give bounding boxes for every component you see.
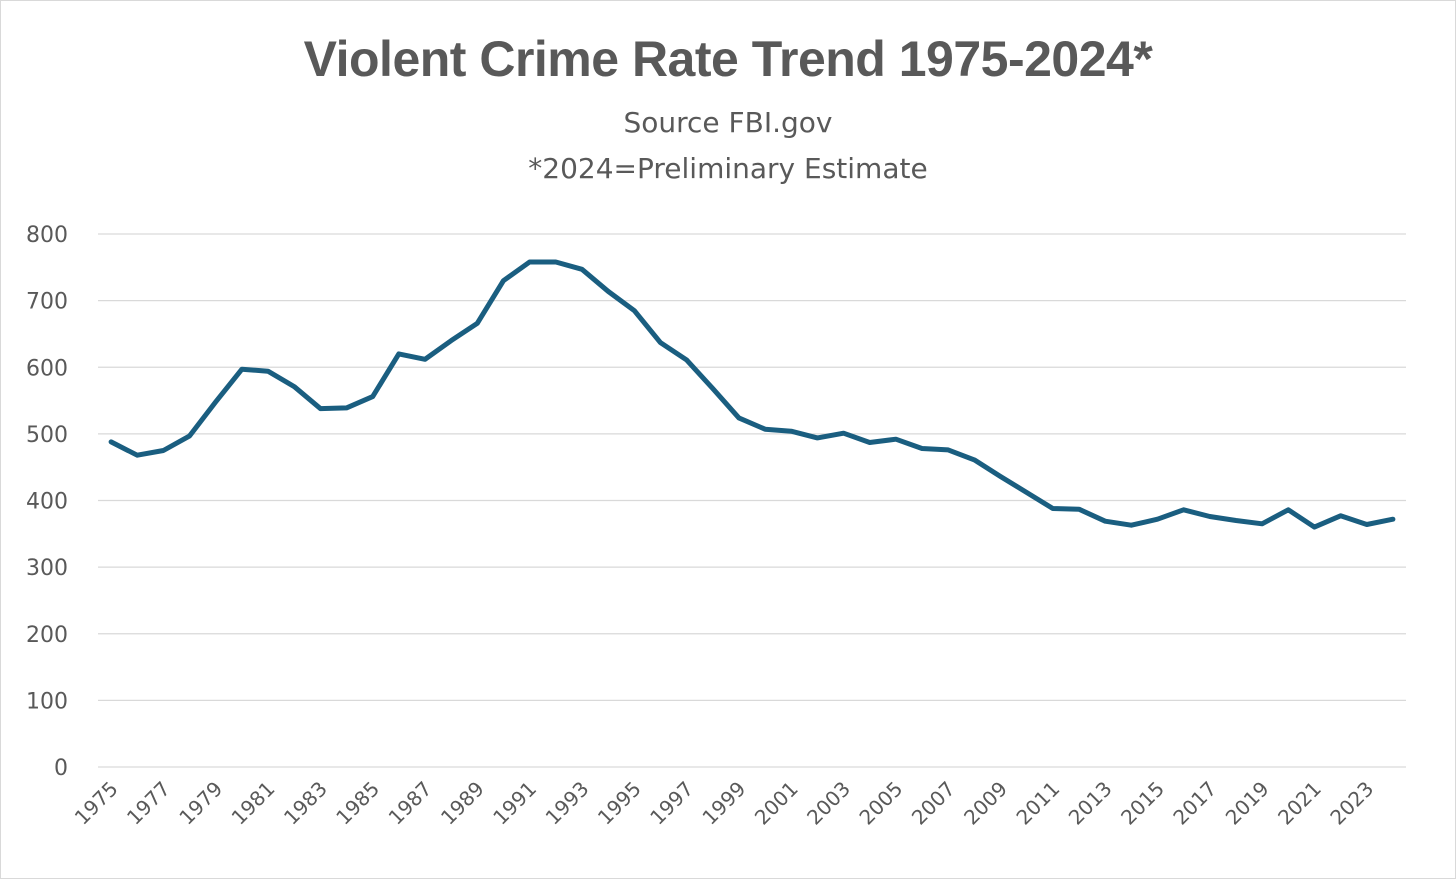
x-tick-label: 2021 — [1273, 777, 1326, 830]
data-point-2012 — [1077, 507, 1081, 512]
data-point-2016 — [1181, 507, 1186, 512]
data-point-2008 — [972, 457, 977, 462]
data-point-2023 — [1364, 522, 1369, 527]
data-point-1985 — [370, 394, 375, 399]
x-tick-label: 1975 — [70, 777, 123, 830]
x-tick-label: 1989 — [436, 777, 489, 830]
data-point-2003 — [841, 431, 846, 436]
y-tick-label: 700 — [26, 290, 68, 315]
y-axis-ticks: 0 100 200 300 400 500 600 700 800 — [26, 223, 68, 781]
data-point-2020 — [1286, 507, 1291, 512]
data-point-1987 — [423, 357, 427, 362]
data-point-2022 — [1338, 513, 1343, 518]
data-point-1998 — [710, 386, 715, 391]
data-point-2000 — [763, 427, 768, 432]
data-point-2001 — [789, 429, 794, 434]
data-point-1994 — [606, 289, 611, 294]
data-point-2005 — [893, 437, 898, 442]
x-tick-label: 1999 — [697, 777, 750, 830]
gridlines — [98, 233, 1406, 768]
y-tick-label: 200 — [26, 623, 68, 648]
x-tick-label: 2001 — [750, 777, 803, 830]
chart-note: *2024=Preliminary Estimate — [528, 152, 928, 185]
x-tick-label: 2011 — [1011, 777, 1064, 830]
data-point-2017 — [1207, 514, 1212, 519]
data-point-1984 — [344, 405, 349, 410]
x-tick-label: 1987 — [384, 777, 437, 830]
x-axis-ticks: 1975 1977 1979 1981 1983 1985 1987 1989 1991 1993… — [70, 777, 1379, 830]
data-point-1976 — [135, 453, 140, 458]
data-point-1983 — [318, 406, 323, 411]
data-point-1989 — [475, 321, 480, 326]
y-tick-label: 600 — [26, 356, 68, 381]
data-point-2009 — [998, 474, 1003, 479]
x-tick-label: 2023 — [1325, 777, 1378, 830]
y-tick-label: 300 — [26, 556, 68, 581]
series-layer — [108, 259, 1396, 530]
data-point-2021 — [1312, 525, 1317, 530]
chart-subtitle: Source FBI.gov — [623, 106, 833, 139]
y-tick-label: 500 — [26, 423, 68, 448]
data-point-2014 — [1129, 523, 1134, 528]
data-point-1981 — [266, 369, 271, 374]
data-point-2015 — [1155, 517, 1160, 522]
x-tick-label: 2013 — [1064, 777, 1117, 830]
data-point-1977 — [161, 448, 166, 453]
data-point-1993 — [579, 267, 584, 272]
data-point-2019 — [1260, 521, 1265, 526]
x-tick-label: 1991 — [488, 777, 541, 830]
data-point-2024 — [1390, 517, 1395, 522]
data-point-1982 — [292, 384, 297, 389]
data-point-1999 — [736, 415, 741, 420]
y-tick-label: 0 — [54, 756, 68, 781]
data-point-2011 — [1050, 506, 1055, 511]
data-point-2018 — [1233, 518, 1238, 523]
data-point-1992 — [553, 259, 558, 264]
x-tick-label: 1997 — [645, 777, 698, 830]
data-point-2013 — [1103, 519, 1108, 524]
x-tick-label: 1985 — [331, 777, 384, 830]
data-point-1986 — [396, 351, 401, 356]
x-tick-label: 1977 — [122, 777, 175, 830]
data-point-1991 — [527, 259, 532, 264]
x-tick-label: 2007 — [907, 777, 960, 830]
data-point-1995 — [632, 308, 637, 313]
data-point-1997 — [684, 357, 689, 362]
x-tick-label: 2005 — [854, 777, 907, 830]
x-tick-label: 1979 — [174, 777, 227, 830]
chart-title: Violent Crime Rate Trend 1975-2024* — [303, 31, 1153, 87]
x-tick-label: 2003 — [802, 777, 855, 830]
x-tick-label: 1995 — [593, 777, 646, 830]
data-point-2006 — [920, 446, 925, 451]
x-tick-label: 2009 — [959, 777, 1012, 830]
x-tick-label: 1983 — [279, 777, 332, 830]
x-tick-label: 1993 — [541, 777, 594, 830]
data-point-2007 — [946, 447, 951, 452]
data-point-2004 — [867, 440, 872, 445]
data-point-1978 — [187, 433, 192, 438]
data-point-1990 — [501, 278, 506, 283]
x-tick-label: 1981 — [227, 777, 280, 830]
series-line-0 — [108, 259, 1396, 530]
x-tick-label: 2015 — [1116, 777, 1169, 830]
data-point-2002 — [815, 435, 820, 440]
x-tick-label: 2019 — [1221, 777, 1274, 830]
data-point-1996 — [658, 340, 663, 345]
y-tick-label: 800 — [26, 223, 68, 248]
x-tick-label: 2017 — [1168, 777, 1221, 830]
y-tick-label: 100 — [26, 689, 68, 714]
data-point-1975 — [109, 439, 114, 444]
data-point-1979 — [213, 399, 218, 404]
data-point-1980 — [239, 367, 244, 372]
data-point-2010 — [1024, 490, 1029, 495]
y-tick-label: 400 — [26, 490, 68, 515]
data-point-1988 — [449, 338, 454, 343]
